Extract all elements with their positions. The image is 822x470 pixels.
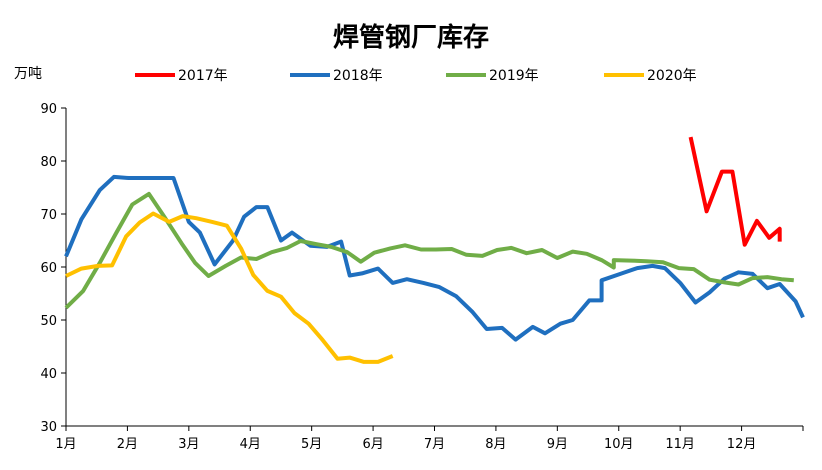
y-tick-label: 60	[40, 261, 57, 276]
series-line-2017	[688, 136, 782, 247]
x-tick-label: 3月	[178, 437, 199, 452]
legend-label: 2019年	[489, 68, 539, 84]
x-ticks: 1月 2月 3月 4月 5月 6月 7月 8月 9月 10月 11月 12月	[55, 426, 804, 452]
series-line-2019	[64, 191, 794, 310]
y-tick-label: 90	[40, 102, 57, 117]
chart-title: 焊管钢厂库存	[333, 23, 489, 53]
legend: 2017年 2018年 2019年 2020年	[135, 68, 697, 84]
x-tick-label: 4月	[240, 437, 261, 452]
series-line-2018	[64, 174, 805, 342]
x-tick-label: 6月	[362, 437, 383, 452]
y-tick-label: 80	[40, 155, 57, 170]
x-tick-label: 11月	[665, 437, 695, 452]
x-tick-label: 12月	[727, 437, 757, 452]
y-tick-label: 40	[40, 367, 57, 382]
series-line-2020	[65, 211, 394, 364]
axes	[65, 108, 803, 427]
x-tick-label: 1月	[55, 437, 76, 452]
x-tick-label: 8月	[485, 437, 506, 452]
legend-label: 2017年	[178, 68, 228, 84]
y-ticks: 30 40 50 60 70 80 90	[40, 102, 66, 435]
y-tick-label: 70	[40, 208, 57, 223]
x-tick-label: 5月	[301, 437, 322, 452]
y-axis-unit-label: 万吨	[14, 66, 42, 82]
series-group	[64, 136, 805, 364]
x-tick-label: 9月	[547, 437, 568, 452]
x-tick-label: 7月	[424, 437, 445, 452]
legend-label: 2018年	[333, 68, 383, 84]
legend-label: 2020年	[647, 68, 697, 84]
y-tick-label: 30	[40, 420, 57, 435]
x-tick-label: 10月	[604, 437, 634, 452]
y-tick-label: 50	[40, 314, 57, 329]
x-tick-label: 2月	[117, 437, 138, 452]
